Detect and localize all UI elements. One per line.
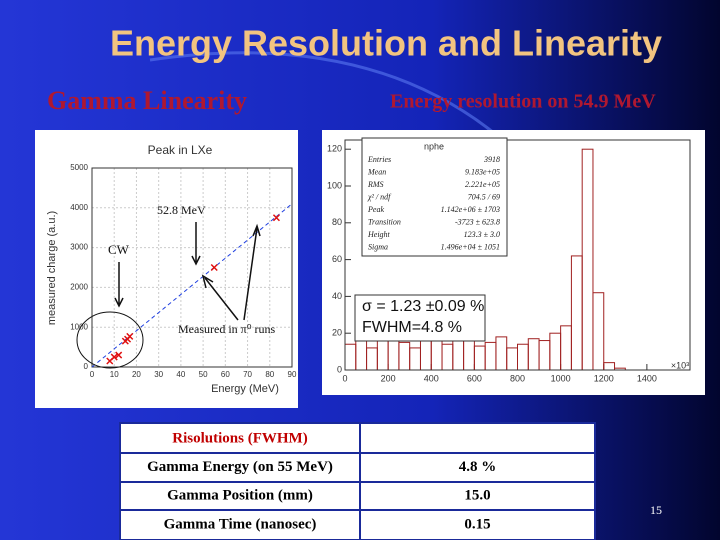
table-text: Gamma Position (mm) (167, 487, 313, 503)
table-text: 15.0 (464, 487, 490, 503)
point (210, 263, 218, 272)
x-axis-title: Energy (MeV) (211, 383, 279, 395)
y-tick-label: 100 (327, 180, 342, 190)
y-tick-label: 4000 (70, 203, 88, 212)
y-tick-label: 5000 (70, 163, 88, 172)
table-text: Gamma Energy (on 55 MeV) (147, 459, 333, 475)
x-tick-label: 1000 (551, 373, 571, 383)
page-number: 15 (650, 503, 662, 517)
y-tick-label: 80 (332, 217, 342, 227)
point (272, 214, 280, 222)
resolution-table: Risolutions (FWHM) Gamma Energy (on 55 Me… (119, 422, 596, 540)
stats-value: 1.142e+06 ± 1703 (441, 205, 500, 214)
x-tick-label: 30 (154, 370, 163, 379)
table-cell (119, 509, 361, 540)
table-text: 0.15 (464, 516, 490, 532)
stats-label: χ² / ndf (367, 192, 392, 201)
right-heading: Energy resolution on 54.9 MeV (390, 91, 656, 113)
x-tick-label: 200 (381, 373, 396, 383)
plot-frame (344, 139, 691, 371)
stats-label: Entries (367, 155, 391, 164)
annotation: 52.8 MeV (157, 203, 206, 217)
table-text: Gamma Time (nanosec) (164, 516, 317, 532)
stats-label: Height (367, 230, 391, 239)
x-tick-label: 50 (199, 370, 208, 379)
x-tick-label: 90 (288, 370, 297, 379)
highlight-circle (76, 311, 144, 369)
y-axis-title: measured charge (a.u.) (46, 211, 58, 325)
y-tick-label: 0 (84, 362, 89, 371)
arrow (201, 274, 239, 321)
x-tick-label: 0 (342, 373, 347, 383)
annotation: CW (108, 242, 130, 257)
table-cell (359, 422, 596, 454)
plot-frame (91, 167, 293, 368)
x-tick-label: 1400 (637, 373, 657, 383)
x-tick-label: 400 (424, 373, 439, 383)
stats-value: 123.3 ± 3.0 (464, 230, 500, 239)
arrow (114, 262, 124, 308)
x-tick-label: 20 (132, 370, 141, 379)
y-tick-label: 60 (332, 254, 342, 264)
x-tick-label: 70 (243, 370, 252, 379)
x-tick-label: 600 (467, 373, 482, 383)
x-scale-label: ×10³ (671, 360, 689, 370)
stats-box (361, 137, 508, 257)
chart-panel (35, 130, 298, 408)
arrow (191, 222, 201, 266)
x-tick-label: 40 (176, 370, 185, 379)
stats-value: 1.496e+04 ± 1051 (441, 242, 500, 251)
chart-title: Peak in LXe (148, 143, 213, 157)
y-tick-label: 1000 (70, 322, 88, 331)
y-tick-label: 0 (337, 364, 342, 374)
table-cell (359, 509, 596, 540)
linearity-chart: Peak in LXe 0 1000 2000 3000 4000 5000 0 10 20 30 4… (35, 130, 298, 408)
table-header: Risolutions (FWHM) (172, 430, 307, 446)
stats-value: 3918 (483, 155, 500, 164)
table-text: 4.8 % (459, 459, 497, 475)
y-tick-label: 20 (332, 328, 342, 338)
annotation: FWHM=4.8 % (362, 319, 462, 336)
stats-value: 704.5 / 69 (468, 192, 500, 201)
fit-line (91, 203, 293, 368)
stats-label: Peak (367, 205, 384, 214)
x-tick-label: 10 (110, 370, 119, 379)
slide-title: Energy Resolution and Linearity (110, 23, 662, 64)
stats-label: Mean (367, 167, 386, 176)
point (126, 332, 134, 340)
stats-label: RMS (367, 180, 384, 189)
y-tick-label: 3000 (70, 243, 88, 252)
annotation: σ = 1.23 ±0.09 % (362, 298, 484, 315)
annotation-box (354, 294, 486, 342)
chart-title: nphe (424, 141, 444, 151)
x-tick-label: 0 (90, 370, 95, 379)
point (115, 351, 123, 359)
x-tick-label: 1200 (594, 373, 614, 383)
stats-label: Transition (368, 217, 401, 226)
stats-value: -3723 ± 623.8 (455, 217, 500, 226)
arrow (243, 223, 261, 321)
annotation: Measured in π⁰ runs (178, 322, 276, 336)
y-tick-label: 120 (327, 144, 342, 154)
stats-label: Sigma (368, 242, 388, 251)
stats-value: 2.221e+05 (465, 180, 500, 189)
stats-value: 9.183e+05 (465, 167, 500, 176)
point (110, 353, 118, 361)
y-tick-label: 2000 (70, 283, 88, 292)
y-tick-label: 40 (332, 291, 342, 301)
table-cell (119, 481, 361, 511)
table-cell (359, 452, 596, 483)
x-tick-label: 60 (221, 370, 230, 379)
x-tick-label: 800 (510, 373, 525, 383)
x-tick-label: 80 (265, 370, 274, 379)
left-heading: Gamma Linearity (47, 86, 247, 115)
